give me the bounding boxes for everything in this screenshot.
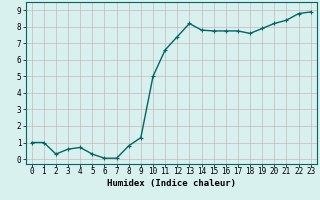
X-axis label: Humidex (Indice chaleur): Humidex (Indice chaleur) (107, 179, 236, 188)
